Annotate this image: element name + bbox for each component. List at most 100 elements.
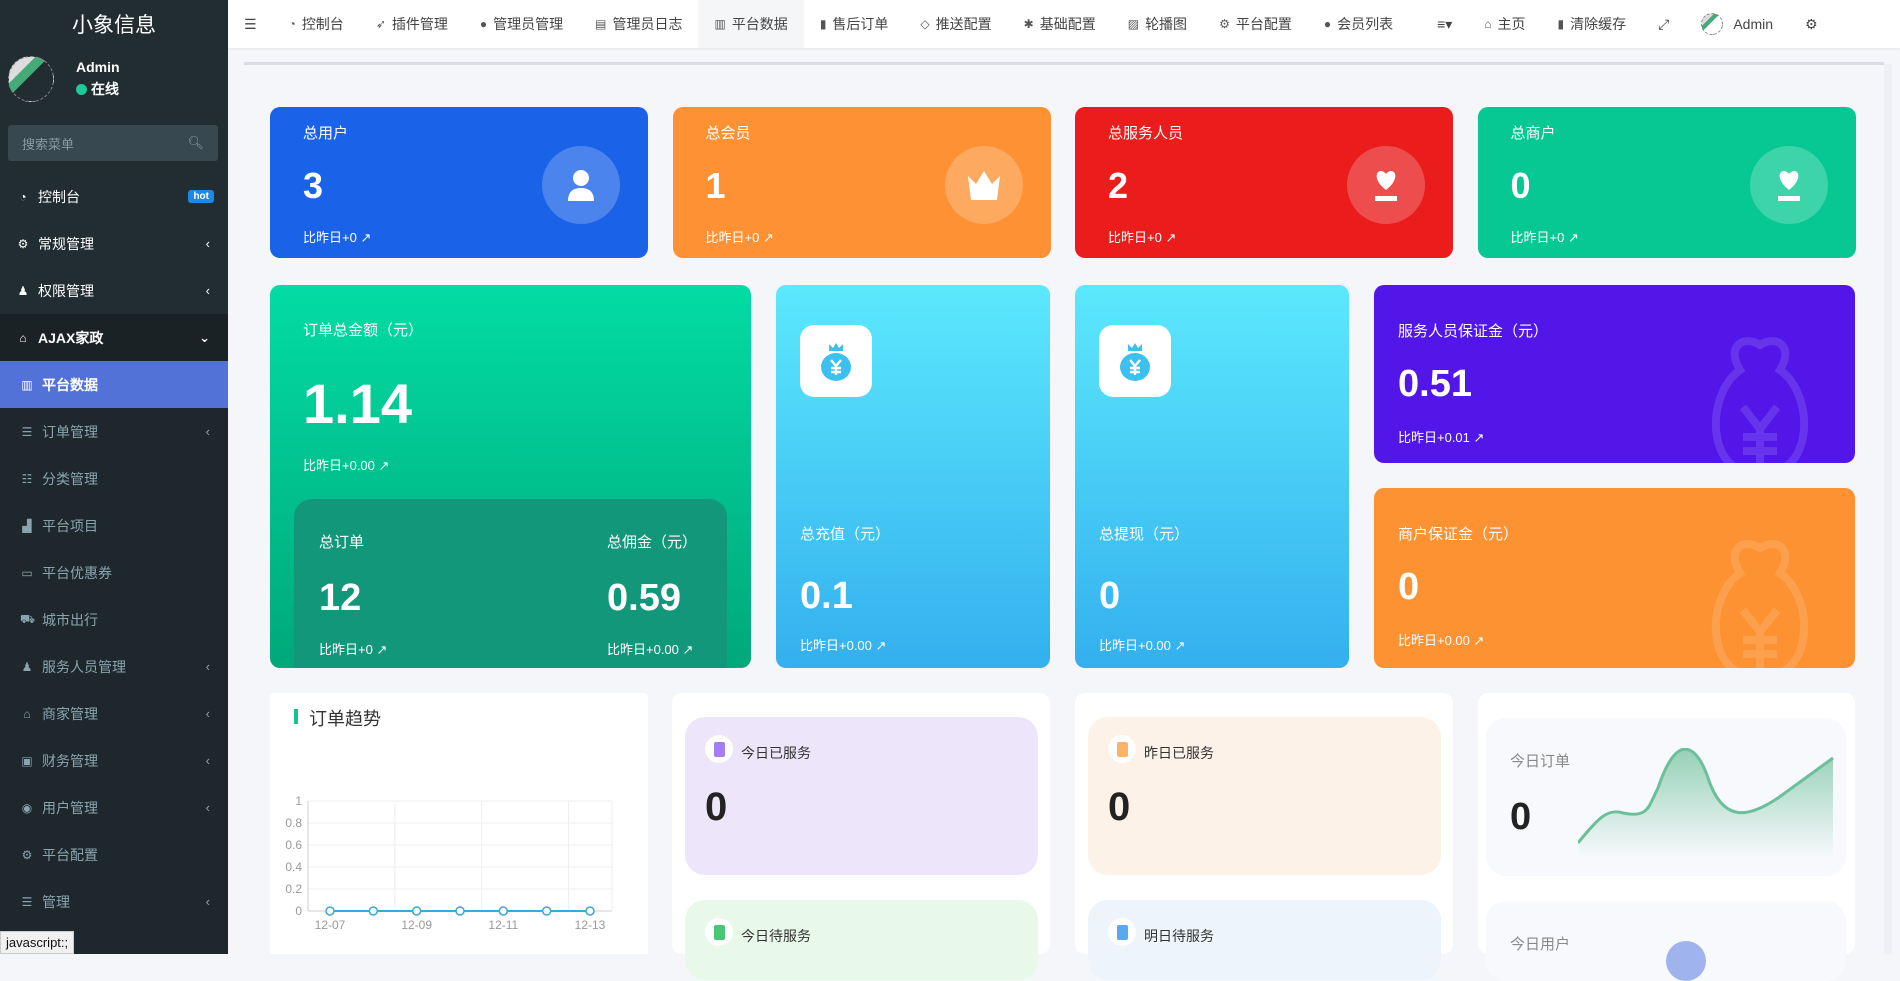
sidebar-item-13[interactable]: ◉ 用户管理 ‹ [0,784,228,831]
home-link[interactable]: ⌂ 主页 [1468,0,1541,48]
y-tick-label: 0.6 [285,838,302,852]
tab-0[interactable]: ◔ 控制台 [273,0,360,48]
service-panel-1: 今日已服务 0 今日待服务 [672,693,1050,980]
more-menu-button[interactable]: ≡▾ [1437,15,1453,32]
heart-hand-icon [1749,146,1828,224]
money-bag-watermark-icon [1711,540,1809,668]
order-total-card: 订单总金额（元） 1.14 比昨日+0.00 ↗ 总订单 12 比昨日+0 ↗ … [270,285,751,668]
top-navbar: ☰ ◔ 控制台 ➶ 插件管理 ● 管理员管理 ▤ 管理员日志 ▥ 平台数据 ▮ 售后订单 ◇ 推送配置 ✱ 基… [228,0,1900,48]
today-users-label: 今日用户 [1510,936,1571,953]
sidebar-item-label: AJAX家政 [38,329,104,346]
tab-9[interactable]: ⚙ 平台配置 [1203,0,1308,48]
fullscreen-button[interactable]: ⤢ [1658,15,1670,32]
list-alt-icon: ▤ [595,17,607,31]
y-tick-label: 0 [295,904,302,918]
order-total-label: 订单总金额（元） [303,322,424,339]
withdraw-card: 总提现（元） 0 比昨日+0.00 ↗ [1075,285,1349,668]
sidebar-item-9[interactable]: ⛟ 城市出行 [0,596,228,643]
today-orders-card: 今日订单 0 [1486,718,1846,876]
crown-icon [944,146,1023,224]
app-logo[interactable]: 小象信息 [0,0,228,48]
rocket-icon: ➶ [375,17,386,31]
sidebar-item-12[interactable]: ▣ 财务管理 ‹ [0,737,228,784]
data-point [411,906,422,916]
status-bar-url: javascript:; [0,931,75,954]
tab-7[interactable]: ✱ 基础配置 [1008,0,1112,48]
chart-title: 订单趋势 [309,709,381,729]
total-orders-compare: 比昨日+0 [319,642,373,657]
sidebar-item-5[interactable]: ☰ 订单管理 ‹ [0,408,228,455]
settings-button[interactable]: ⚙ [1805,15,1818,32]
search-icon[interactable]: 🔍︎ [187,135,204,150]
tab-8[interactable]: ▨ 轮播图 [1112,0,1203,48]
tab-1[interactable]: ➶ 插件管理 [360,0,464,48]
data-point [455,906,465,916]
today-orders-label: 今日订单 [1510,753,1571,770]
tab-10[interactable]: ● 会员列表 [1308,0,1409,48]
user-name: Admin [76,59,120,75]
commission-label: 总佣金（元） [607,534,698,551]
today-users-card: 今日用户 [1486,901,1846,981]
sidebar-item-4[interactable]: ▥ 平台数据 [0,361,228,408]
bar-chart-icon: ▥ [714,17,726,31]
menu-search-input[interactable]: 搜索菜单 🔍︎ [8,125,218,161]
x-tick-label: 12-07 [315,918,346,932]
sidebar-item-15[interactable]: ☰ 管理 ‹ [0,878,228,925]
user-icon [542,146,620,224]
sidebar-item-3[interactable]: ⌂ AJAX家政 ⌄ [0,314,228,361]
clear-cache-button[interactable]: ▮ 清除缓存 [1542,0,1643,48]
sidebar-item-11[interactable]: ⌂ 商家管理 ‹ [0,690,228,737]
commission-compare: 比昨日+0.00 [607,642,679,657]
sidebar-item-10[interactable]: ♟ 服务人员管理 ‹ [0,643,228,690]
recharge-card: 总充值（元） 0.1 比昨日+0.00 ↗ [776,285,1050,668]
data-point [368,906,379,916]
sidebar-item-2[interactable]: ♟ 权限管理 ‹ [0,267,228,314]
staff-deposit-compare: 比昨日+0.01 [1398,430,1470,445]
trend-icon: ↗ [1174,638,1186,653]
home-icon: ⌂ [19,330,27,345]
sidebar-item-14[interactable]: ⚙ 平台配置 [0,831,228,878]
stat-compare: 比昨日+0 [303,230,357,245]
stat-card-1: 总会员 1 比昨日+0 ↗ [672,107,1051,258]
sidebar-item-label: 权限管理 [38,282,94,299]
trend-icon: ↗ [1473,633,1485,648]
sidebar-item-7[interactable]: ▟ 平台项目 [0,502,228,549]
admin-menu[interactable]: Admin [1685,0,1789,48]
trend-icon: ↗ [762,230,774,245]
money-bag-icon [1099,325,1171,397]
tab-5[interactable]: ▮ 售后订单 [804,0,905,48]
tab-4[interactable]: ▥ 平台数据 [698,0,804,48]
car-icon: ⛟ [20,611,36,626]
sidebar-item-8[interactable]: ▭ 平台优惠券 [0,549,228,596]
tab-label: 平台数据 [731,16,788,32]
merchant-deposit-card: 商户保证金（元） 0 比昨日+0.00 ↗ [1374,488,1855,668]
service-panel-2: 昨日已服务 0 明日待服务 [1075,693,1453,980]
stat-label: 总服务人员 [1108,125,1184,142]
x-tick-label: 12-09 [401,918,432,932]
sidebar-item-label: 订单管理 [42,423,98,440]
scrollbar[interactable] [1884,64,1892,954]
home-label: 主页 [1497,16,1526,32]
x-tick-label: 12-13 [575,918,606,932]
today-orders-sparkline [1578,748,1834,858]
service-card-0: 今日已服务 0 [685,717,1038,875]
staff-deposit-value: 0.51 [1398,363,1472,405]
today-users-sparkline [1666,941,1706,981]
sidebar-toggle-button[interactable]: ☰ [244,15,257,32]
sidebar-item-6[interactable]: ☷ 分类管理 [0,455,228,502]
home-icon: ⌂ [1484,17,1492,31]
stat-value: 3 [303,165,324,206]
tab-2[interactable]: ● 管理员管理 [464,0,579,48]
stat-value: 1 [705,165,726,206]
sidebar-item-1[interactable]: ⚙ 常规管理 ‹ [0,220,228,267]
staff-deposit-label: 服务人员保证金（元） [1398,323,1549,340]
money-bag-icon [800,325,872,397]
service-icon [705,918,733,946]
sidebar-item-0[interactable]: ◔ 控制台 hot [0,173,228,220]
tab-6[interactable]: ◇ 推送配置 [904,0,1007,48]
data-point [585,906,595,916]
tab-3[interactable]: ▤ 管理员日志 [579,0,698,48]
clear-cache-label: 清除缓存 [1570,16,1627,32]
tab-label: 推送配置 [935,16,992,32]
heart-hand-icon [1347,146,1425,224]
